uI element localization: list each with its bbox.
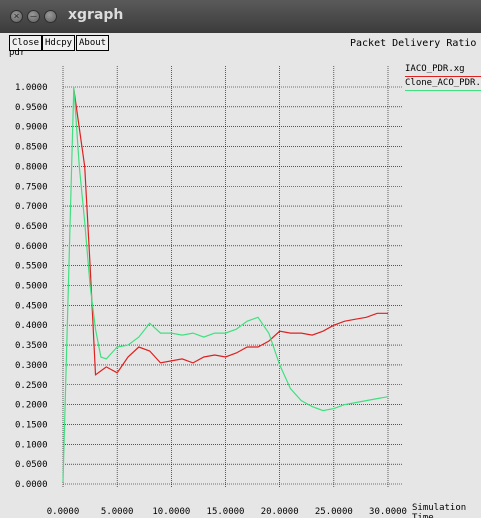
y-tick-label: 0.8500	[15, 143, 48, 153]
y-tick-label: 0.3500	[15, 341, 48, 351]
y-tick-label: 0.6000	[15, 242, 48, 252]
y-tick-label: 0.7500	[15, 182, 48, 192]
x-tick-label: 30.0000	[369, 507, 407, 517]
y-tick-label: 0.0000	[15, 480, 48, 490]
y-tick-label: 0.4500	[15, 301, 48, 311]
x-tick-label: 10.0000	[152, 507, 190, 517]
y-tick-label: 0.9000	[15, 123, 48, 133]
y-tick-label: 0.7000	[15, 202, 48, 212]
y-tick-label: 0.4000	[15, 321, 48, 331]
y-tick-label: 0.0500	[15, 460, 48, 470]
y-tick-label: 0.2500	[15, 381, 48, 391]
x-tick-label: 25.0000	[315, 507, 353, 517]
y-tick-label: 0.9500	[15, 103, 48, 113]
y-tick-label: 1.0000	[15, 83, 48, 93]
y-tick-label: 0.2000	[15, 401, 48, 411]
y-tick-label: 0.8000	[15, 162, 48, 172]
y-tick-label: 0.6500	[15, 222, 48, 232]
y-tick-label: 0.5500	[15, 262, 48, 272]
x-tick-label: 15.0000	[207, 507, 245, 517]
y-tick-label: 0.1500	[15, 420, 48, 430]
y-tick-label: 0.1000	[15, 440, 48, 450]
y-tick-label: 0.5000	[15, 282, 48, 292]
x-tick-label: 0.0000	[47, 507, 80, 517]
x-tick-label: 20.0000	[261, 507, 299, 517]
x-tick-label: 5.0000	[101, 507, 134, 517]
series-line-iaco	[74, 89, 388, 375]
y-tick-label: 0.3000	[15, 361, 48, 371]
